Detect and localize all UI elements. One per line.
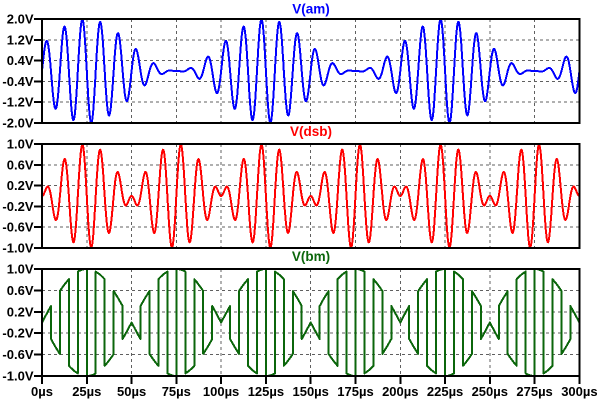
svg-text:V(dsb): V(dsb) — [290, 124, 332, 139]
svg-text:1.2V: 1.2V — [7, 32, 34, 47]
svg-text:-1.2V: -1.2V — [2, 95, 33, 110]
svg-text:1.0V: 1.0V — [7, 137, 34, 152]
svg-text:0.4V: 0.4V — [7, 53, 34, 68]
svg-text:225µs: 225µs — [427, 384, 463, 399]
svg-text:V(am): V(am) — [292, 1, 330, 16]
svg-text:-1.0V: -1.0V — [2, 241, 33, 256]
svg-text:200µs: 200µs — [382, 384, 418, 399]
svg-text:50µs: 50µs — [117, 384, 146, 399]
svg-text:-0.6V: -0.6V — [2, 220, 33, 235]
svg-text:0.6V: 0.6V — [7, 157, 34, 172]
svg-text:2.0V: 2.0V — [7, 12, 34, 27]
svg-text:125µs: 125µs — [248, 384, 284, 399]
svg-text:-0.4V: -0.4V — [2, 74, 33, 89]
svg-text:1.0V: 1.0V — [7, 262, 34, 277]
svg-text:V(bm): V(bm) — [292, 249, 330, 264]
svg-text:75µs: 75µs — [162, 384, 191, 399]
svg-text:100µs: 100µs — [203, 384, 239, 399]
svg-text:-1.0V: -1.0V — [2, 369, 33, 384]
svg-text:0.2V: 0.2V — [7, 304, 34, 319]
svg-text:250µs: 250µs — [472, 384, 508, 399]
svg-text:0.2V: 0.2V — [7, 178, 34, 193]
svg-text:150µs: 150µs — [292, 384, 328, 399]
svg-text:175µs: 175µs — [337, 384, 373, 399]
svg-text:300µs: 300µs — [561, 384, 597, 399]
svg-text:-0.2V: -0.2V — [2, 326, 33, 341]
svg-text:-2.0V: -2.0V — [2, 116, 33, 131]
svg-text:25µs: 25µs — [72, 384, 101, 399]
svg-text:-0.2V: -0.2V — [2, 199, 33, 214]
svg-text:-0.6V: -0.6V — [2, 347, 33, 362]
svg-text:0.6V: 0.6V — [7, 283, 34, 298]
svg-text:0µs: 0µs — [31, 384, 53, 399]
svg-text:275µs: 275µs — [516, 384, 552, 399]
